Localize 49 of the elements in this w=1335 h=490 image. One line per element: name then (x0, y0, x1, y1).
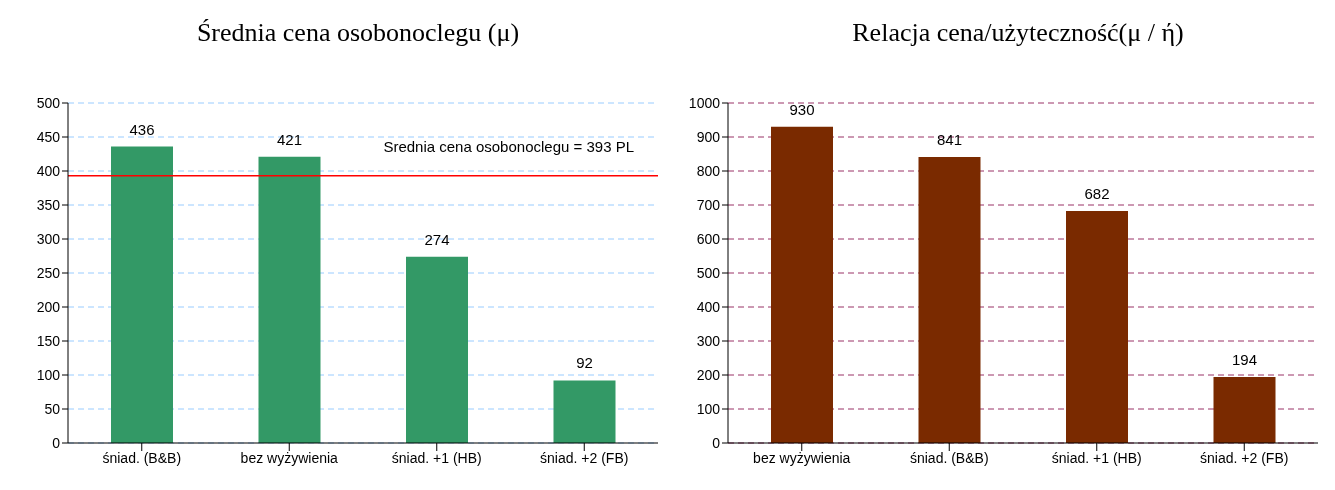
y-tick-label: 150 (36, 332, 61, 349)
bar (111, 146, 173, 443)
y-tick-label: 1000 (688, 94, 721, 111)
data-label: 841 (936, 131, 963, 149)
data-label: 274 (424, 230, 450, 248)
bar (771, 126, 833, 443)
data-label: 930 (789, 100, 815, 118)
y-tick-label: 500 (36, 94, 61, 111)
y-tick-label: 700 (696, 196, 721, 213)
y-tick-label: 300 (36, 230, 61, 247)
y-tick-label: 400 (36, 162, 61, 179)
chart-title: Średnia cena osobonoclegu (μ) (195, 17, 521, 49)
data-label: 194 (1231, 351, 1258, 369)
y-tick-label: 300 (696, 332, 721, 349)
y-tick-label: 900 (696, 128, 721, 145)
x-tick-label: śniad. (B&B) (909, 449, 989, 466)
y-tick-label: 200 (36, 298, 61, 315)
data-label: 436 (129, 120, 155, 138)
bar (918, 157, 981, 443)
y-tick-label: 0 (712, 434, 721, 451)
x-tick-label: śniad. +2 (FB) (1200, 449, 1289, 466)
x-tick-label: bez wyżywienia (240, 449, 339, 466)
x-tick-label: śniad. (B&B) (102, 449, 182, 466)
y-tick-label: 100 (696, 400, 721, 417)
y-tick-label: 400 (696, 298, 721, 315)
y-tick-label: 350 (36, 196, 61, 213)
chart-title: Relacja cena/użyteczność(μ / ή) (851, 17, 1185, 49)
bar (406, 256, 468, 443)
y-tick-label: 500 (696, 264, 721, 281)
y-tick-label: 50 (44, 400, 61, 417)
data-label: 682 (1084, 185, 1110, 203)
x-tick-label: bez wyżywienia (753, 449, 851, 466)
bar (553, 380, 616, 443)
bar (1213, 377, 1276, 443)
x-tick-label: śniad. +1 (HB) (391, 449, 482, 466)
y-tick-label: 100 (36, 366, 61, 383)
data-label: 92 (576, 354, 593, 372)
x-tick-label: śniad. +1 (HB) (1051, 449, 1142, 466)
y-tick-label: 450 (36, 128, 61, 145)
data-label: 421 (276, 130, 303, 148)
bar (1066, 211, 1128, 443)
y-tick-label: 0 (52, 434, 61, 451)
x-tick-label: śniad. +2 (FB) (540, 449, 629, 466)
ref-line-label: Srednia cena osobonoclegu = 393 PL (383, 137, 634, 155)
y-tick-label: 800 (696, 162, 721, 179)
bar (258, 156, 321, 443)
y-tick-label: 600 (696, 230, 721, 247)
y-tick-label: 200 (696, 366, 721, 383)
y-tick-label: 250 (36, 264, 61, 281)
